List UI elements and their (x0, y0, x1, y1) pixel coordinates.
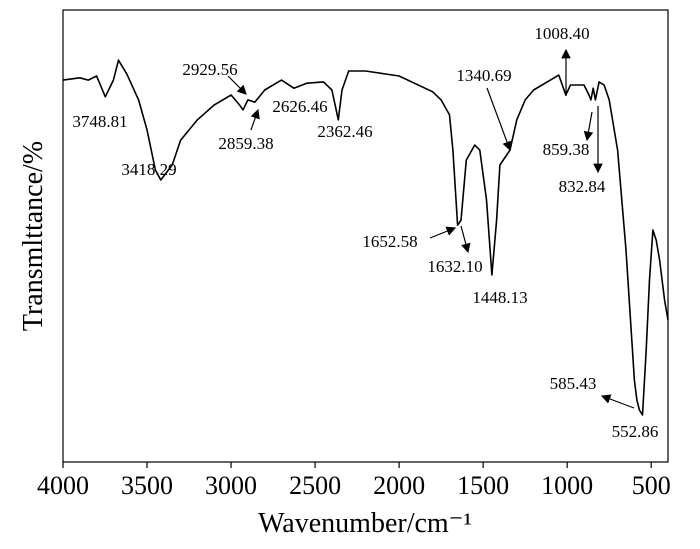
peak-label: 552.86 (612, 422, 659, 441)
peak-label: 1448.13 (472, 288, 527, 307)
peak-label: 859.38 (543, 140, 590, 159)
peak-label: 2859.38 (218, 134, 273, 153)
peak-label: 3418.29 (121, 160, 176, 179)
x-tick-label: 500 (632, 471, 671, 500)
x-tick-label: 1500 (457, 471, 509, 500)
x-axis-label: Wavenumber/cm⁻¹ (258, 508, 472, 539)
x-tick-label: 1000 (541, 471, 593, 500)
peak-label: 1652.58 (362, 232, 417, 251)
x-tick-label: 3000 (205, 471, 257, 500)
peak-arrow (583, 111, 594, 142)
plot-frame (62, 9, 669, 463)
peak-label: 1340.69 (456, 66, 511, 85)
peak-arrow (227, 75, 247, 95)
x-tick-label: 3500 (121, 471, 173, 500)
peak-arrow (429, 226, 457, 239)
peak-arrow (460, 225, 471, 254)
peak-arrow (600, 394, 635, 409)
peak-label: 1008.40 (534, 24, 589, 43)
peak-label: 2362.46 (317, 122, 372, 141)
x-tick-label: 4000 (37, 471, 89, 500)
y-axis-label: Transmlttance/% (18, 141, 49, 331)
peak-label: 585.43 (550, 374, 597, 393)
x-tick-label: 2500 (289, 471, 341, 500)
peak-label: 1632.10 (427, 257, 482, 276)
peak-label: 2929.56 (182, 60, 237, 79)
peak-label: 3748.81 (72, 112, 127, 131)
spectrum-line (62, 59, 669, 416)
peak-label: 2626.46 (272, 97, 327, 116)
peak-arrow (250, 108, 260, 131)
peak-label: 832.84 (559, 177, 606, 196)
peak-arrow (486, 87, 512, 152)
x-tick-label: 2000 (373, 471, 425, 500)
